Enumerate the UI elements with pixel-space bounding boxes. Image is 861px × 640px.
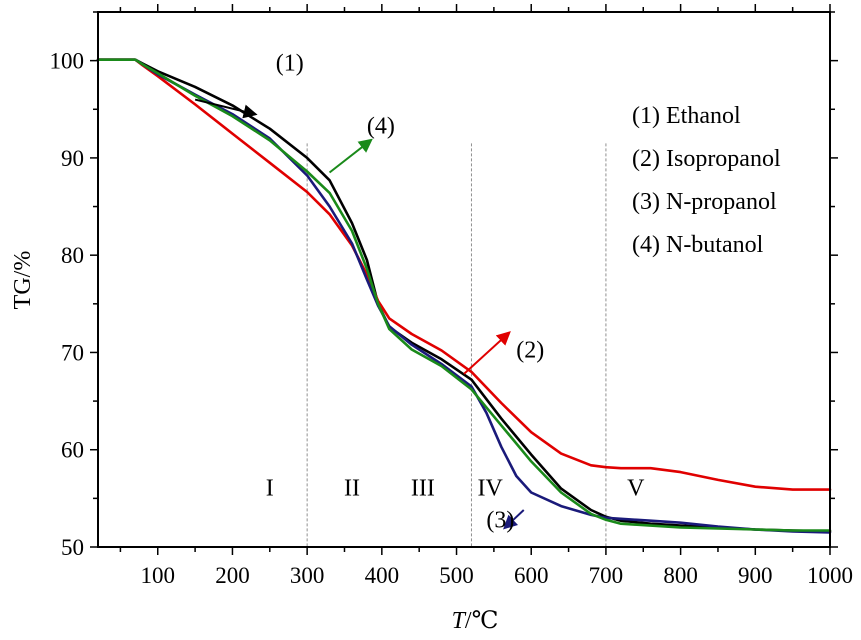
y-tick-label: 80	[61, 243, 84, 268]
legend-entry: (2) Isopropanol	[632, 146, 781, 172]
x-tick-label: 1000	[807, 563, 853, 588]
annotation-label: (3)	[486, 508, 514, 534]
y-tick-label: 70	[61, 340, 84, 365]
y-tick-label: 50	[61, 535, 84, 560]
y-tick-label: 60	[61, 438, 84, 463]
legend-entry: (1) Ethanol	[632, 103, 741, 129]
series-line-2	[96, 58, 832, 491]
x-axis-unit: /℃	[465, 608, 499, 634]
annotation-arrow	[503, 509, 525, 530]
x-tick-label: 100	[141, 563, 176, 588]
series-line-3	[96, 58, 832, 534]
stage-label: V	[627, 475, 645, 501]
x-tick-label: 300	[290, 563, 325, 588]
x-tick-label: 900	[738, 563, 773, 588]
series-line-1	[96, 58, 832, 533]
series-lines	[96, 58, 832, 534]
annotation-label: (4)	[367, 114, 395, 140]
annotation-label: (1)	[276, 50, 304, 76]
annotation-arrow	[328, 138, 373, 174]
annotation-arrow	[463, 331, 511, 375]
stage-dividers	[306, 143, 607, 547]
legend-entry: (4) N-butanol	[632, 232, 764, 258]
y-tick-label: 100	[50, 49, 85, 74]
stage-label: II	[344, 475, 360, 501]
x-tick-label: 600	[514, 563, 549, 588]
annotation-arrow	[194, 98, 258, 119]
stage-label: IV	[477, 475, 503, 501]
series-line-4	[96, 58, 832, 532]
x-axis-label: T/℃	[452, 608, 499, 634]
tick-labels: 100 200 300 400 500 600 700 800 900 1000 50 60 70 80 9…	[50, 49, 854, 588]
y-axis-label: TG/%	[10, 251, 36, 310]
x-tick-label: 500	[439, 563, 474, 588]
x-tick-label: 700	[589, 563, 624, 588]
x-axis-var: T	[452, 608, 467, 634]
x-tick-label: 800	[663, 563, 698, 588]
plot-area	[98, 12, 830, 547]
stage-label: I	[266, 475, 274, 501]
tick-marks	[90, 4, 838, 555]
legend-entry: (3) N-propanol	[632, 189, 777, 215]
stage-label: III	[411, 475, 435, 501]
annotation-label: (2)	[516, 337, 544, 363]
plot-frame	[97, 11, 831, 548]
stage-labels: I II III IV V	[266, 475, 645, 501]
axes	[97, 11, 831, 548]
curve-annotations: (1) (4) (2) (3)	[194, 50, 544, 534]
y-tick-label: 90	[61, 146, 84, 171]
x-tick-label: 400	[365, 563, 400, 588]
x-tick-label: 200	[215, 563, 250, 588]
legend: (1) Ethanol (2) Isopropanol (3) N-propanol…	[632, 103, 781, 258]
